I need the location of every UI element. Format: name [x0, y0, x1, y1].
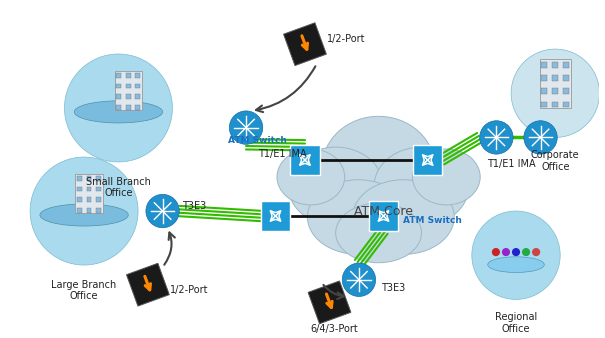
FancyBboxPatch shape — [261, 201, 290, 231]
Ellipse shape — [322, 116, 435, 219]
FancyBboxPatch shape — [87, 187, 91, 191]
FancyBboxPatch shape — [77, 208, 82, 213]
Circle shape — [229, 111, 263, 144]
Circle shape — [532, 248, 540, 256]
Circle shape — [492, 248, 500, 256]
Circle shape — [146, 194, 179, 228]
Text: T3E3: T3E3 — [381, 283, 405, 293]
Text: Corporate
Office: Corporate Office — [531, 150, 580, 172]
FancyBboxPatch shape — [126, 105, 131, 110]
FancyBboxPatch shape — [552, 88, 558, 94]
Circle shape — [30, 157, 138, 265]
Ellipse shape — [413, 149, 480, 205]
FancyBboxPatch shape — [136, 94, 140, 99]
FancyBboxPatch shape — [552, 75, 558, 81]
FancyBboxPatch shape — [126, 73, 131, 78]
Polygon shape — [308, 281, 351, 324]
FancyBboxPatch shape — [87, 197, 91, 202]
FancyBboxPatch shape — [75, 174, 103, 213]
FancyBboxPatch shape — [563, 102, 569, 107]
FancyBboxPatch shape — [96, 197, 101, 202]
FancyBboxPatch shape — [541, 102, 547, 107]
FancyBboxPatch shape — [87, 208, 91, 213]
FancyBboxPatch shape — [126, 83, 131, 88]
FancyBboxPatch shape — [369, 201, 398, 231]
Ellipse shape — [277, 149, 345, 205]
Text: 6/4/3-Port: 6/4/3-Port — [310, 324, 358, 334]
Ellipse shape — [307, 180, 409, 255]
FancyBboxPatch shape — [136, 83, 140, 88]
Text: Small Branch
Office: Small Branch Office — [86, 177, 151, 198]
FancyBboxPatch shape — [552, 102, 558, 107]
FancyBboxPatch shape — [114, 71, 142, 110]
FancyBboxPatch shape — [563, 88, 569, 94]
Circle shape — [522, 248, 530, 256]
Ellipse shape — [288, 147, 383, 225]
FancyBboxPatch shape — [116, 73, 121, 78]
Circle shape — [472, 211, 560, 299]
FancyBboxPatch shape — [116, 94, 121, 99]
Text: ATM Switch: ATM Switch — [403, 216, 462, 225]
FancyBboxPatch shape — [116, 105, 121, 110]
Text: ATM Core: ATM Core — [354, 204, 413, 218]
FancyBboxPatch shape — [136, 105, 140, 110]
Text: Regional
Office: Regional Office — [495, 312, 537, 334]
Text: T3E3: T3E3 — [182, 201, 206, 211]
Circle shape — [512, 248, 520, 256]
FancyBboxPatch shape — [77, 187, 82, 191]
Circle shape — [65, 54, 172, 162]
Text: 1/2-Port: 1/2-Port — [169, 285, 208, 295]
FancyBboxPatch shape — [77, 197, 82, 202]
Circle shape — [342, 263, 376, 296]
Polygon shape — [126, 263, 169, 306]
FancyBboxPatch shape — [87, 176, 91, 181]
FancyBboxPatch shape — [541, 88, 547, 94]
Circle shape — [524, 121, 557, 154]
Text: 1/2-Port: 1/2-Port — [327, 34, 365, 44]
Text: ATM Switch: ATM Switch — [229, 136, 287, 145]
Text: Large Branch
Office: Large Branch Office — [51, 280, 117, 301]
FancyBboxPatch shape — [116, 83, 121, 88]
FancyBboxPatch shape — [563, 62, 569, 68]
Ellipse shape — [353, 180, 454, 255]
Ellipse shape — [336, 203, 422, 263]
FancyBboxPatch shape — [96, 208, 101, 213]
Text: T1/E1 IMA: T1/E1 IMA — [486, 159, 535, 169]
Ellipse shape — [40, 204, 128, 226]
FancyBboxPatch shape — [552, 62, 558, 68]
FancyBboxPatch shape — [540, 59, 571, 108]
FancyBboxPatch shape — [126, 94, 131, 99]
Ellipse shape — [74, 101, 163, 123]
FancyBboxPatch shape — [541, 75, 547, 81]
Circle shape — [511, 49, 600, 138]
FancyBboxPatch shape — [290, 145, 319, 175]
Circle shape — [480, 121, 513, 154]
Text: T1/E1 IMA: T1/E1 IMA — [258, 149, 307, 159]
Polygon shape — [284, 23, 326, 66]
FancyBboxPatch shape — [96, 176, 101, 181]
Circle shape — [502, 248, 510, 256]
Ellipse shape — [374, 147, 469, 225]
FancyBboxPatch shape — [136, 73, 140, 78]
FancyBboxPatch shape — [563, 75, 569, 81]
Ellipse shape — [488, 257, 544, 272]
FancyBboxPatch shape — [541, 62, 547, 68]
FancyBboxPatch shape — [96, 187, 101, 191]
FancyBboxPatch shape — [413, 145, 442, 175]
FancyBboxPatch shape — [77, 176, 82, 181]
